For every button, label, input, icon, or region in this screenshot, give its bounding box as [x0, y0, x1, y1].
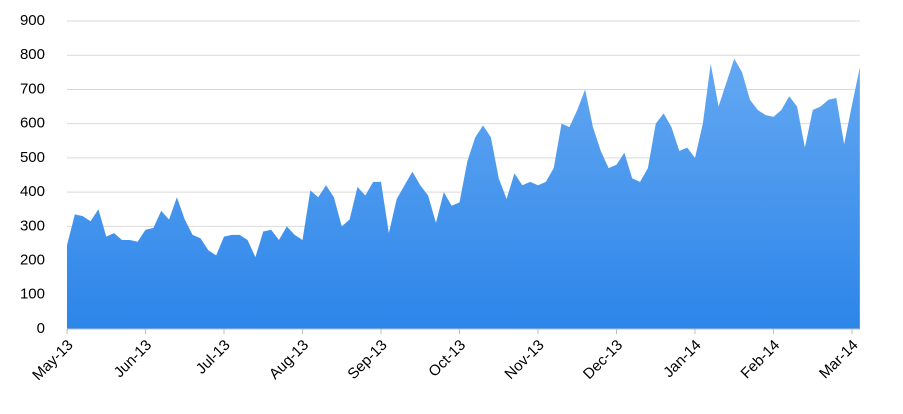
x-tick-label: Jul-13: [193, 337, 234, 378]
y-tick-label: 0: [37, 320, 45, 337]
y-tick-label: 500: [20, 149, 45, 166]
y-tick-label: 100: [20, 286, 45, 303]
x-tick-label: Dec-13: [580, 337, 626, 383]
area: [67, 58, 860, 330]
x-tick-label: Sep-13: [344, 337, 390, 383]
x-tick-label: Nov-13: [501, 337, 547, 383]
y-tick-label: 400: [20, 183, 45, 200]
x-tick-label: Oct-13: [425, 337, 469, 381]
x-tick-label: Jun-13: [111, 337, 155, 381]
y-tick-label: 800: [20, 46, 45, 63]
x-tick-label: Jan-14: [660, 337, 704, 381]
y-tick-label: 600: [20, 115, 45, 132]
y-tick-label: 300: [20, 217, 45, 234]
x-tick-label: May-13: [29, 337, 76, 384]
x-tick-label: Feb-14: [738, 337, 784, 383]
y-tick-label: 200: [20, 252, 45, 269]
x-tick-label: Mar-14: [816, 337, 862, 383]
x-tick-label: Aug-13: [266, 337, 312, 383]
y-tick-label: 700: [20, 80, 45, 97]
y-tick-label: 900: [20, 12, 45, 29]
